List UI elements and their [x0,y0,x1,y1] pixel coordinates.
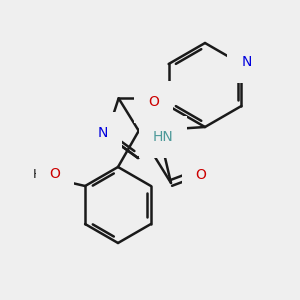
Text: O: O [148,95,159,109]
Text: N: N [98,126,108,140]
Text: O: O [196,168,206,182]
Text: O: O [50,167,61,181]
Text: N: N [241,55,252,69]
Text: H: H [32,167,42,181]
Text: HN: HN [153,130,173,144]
